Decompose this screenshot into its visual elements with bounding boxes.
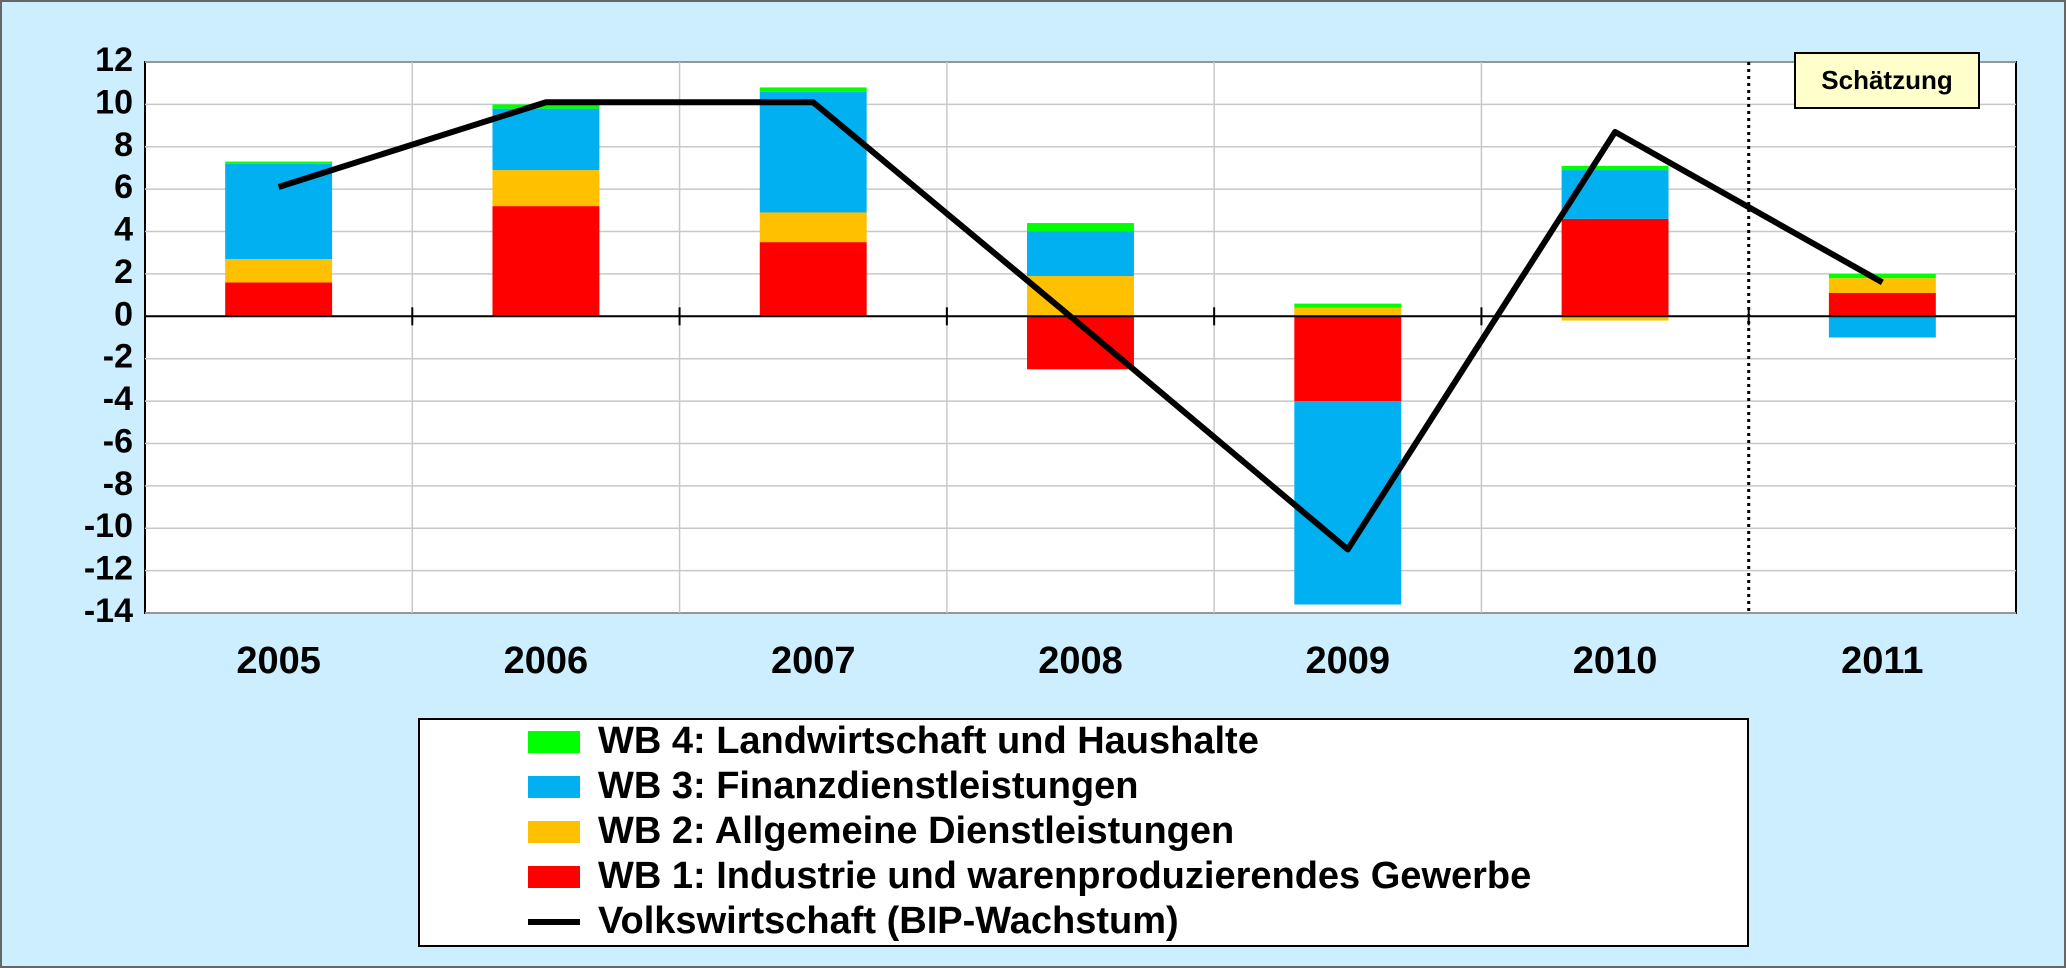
legend-label: WB 3: Finanzdienstleistungen bbox=[598, 765, 1138, 807]
bar-segment bbox=[492, 206, 600, 317]
bar-segment bbox=[225, 259, 333, 283]
bar-segment bbox=[225, 161, 333, 164]
x-tick-label: 2011 bbox=[1841, 640, 1923, 682]
y-tick-label: -8 bbox=[103, 465, 133, 503]
y-tick-label: -6 bbox=[103, 422, 133, 460]
x-tick-label: 2006 bbox=[504, 640, 589, 682]
legend-swatch bbox=[528, 731, 580, 753]
x-tick-label: 2010 bbox=[1573, 640, 1658, 682]
legend-label: Volkswirtschaft (BIP-Wachstum) bbox=[598, 900, 1179, 942]
y-tick-label: 6 bbox=[114, 168, 133, 206]
bar-segment bbox=[1027, 223, 1134, 232]
bar-segment bbox=[1828, 316, 1936, 338]
y-tick-label: 8 bbox=[114, 126, 133, 164]
bar-segment bbox=[492, 108, 600, 171]
legend-label: WB 4: Landwirtschaft und Haushalte bbox=[598, 720, 1259, 762]
bar-segment bbox=[225, 282, 333, 317]
x-tick-label: 2007 bbox=[771, 640, 856, 682]
bar-segment bbox=[492, 170, 600, 207]
legend-swatch bbox=[528, 821, 580, 843]
bar-segment bbox=[1561, 170, 1669, 219]
x-tick-label: 2009 bbox=[1306, 640, 1391, 682]
line-series bbox=[277, 99, 1884, 553]
bar-segment bbox=[1561, 316, 1669, 321]
x-tick-label: 2005 bbox=[236, 640, 321, 682]
bar-segment bbox=[1294, 316, 1402, 402]
bar-segment bbox=[1561, 218, 1669, 317]
y-tick-label: 4 bbox=[114, 211, 133, 249]
y-tick-label: -2 bbox=[103, 338, 133, 376]
bar-segment bbox=[1828, 273, 1936, 279]
bar-segment bbox=[1561, 165, 1669, 171]
bar-segment bbox=[759, 87, 867, 92]
bar-segment bbox=[1828, 292, 1936, 317]
legend bbox=[418, 718, 1749, 947]
bar-segment bbox=[1294, 307, 1402, 317]
bar-segment bbox=[759, 91, 867, 213]
bar-segment bbox=[225, 163, 333, 260]
legend-label: WB 1: Industrie und warenproduzierendes … bbox=[598, 855, 1531, 897]
y-tick-label: -12 bbox=[84, 550, 133, 588]
y-tick-label: -14 bbox=[84, 592, 133, 630]
y-tick-label: 12 bbox=[95, 41, 133, 79]
y-tick-label: -10 bbox=[84, 507, 133, 545]
x-tick-label: 2008 bbox=[1038, 640, 1123, 682]
bar-segment bbox=[492, 104, 600, 109]
bar-segment bbox=[1828, 278, 1936, 293]
y-tick-label: 10 bbox=[95, 83, 133, 121]
bar-segment bbox=[1294, 303, 1402, 308]
legend-swatch bbox=[528, 866, 580, 888]
bar-segment bbox=[759, 242, 867, 317]
y-tick-label: 0 bbox=[114, 295, 133, 333]
legend-swatch bbox=[528, 776, 580, 798]
annotation-box bbox=[1794, 52, 1980, 109]
y-tick-label: -4 bbox=[103, 380, 133, 418]
annotation: Schätzung bbox=[1821, 65, 1952, 95]
bar-segment bbox=[1294, 401, 1402, 605]
legend-label: WB 2: Allgemeine Dienstleistungen bbox=[598, 810, 1234, 852]
bar-segment bbox=[1027, 231, 1134, 277]
bar-segment bbox=[759, 212, 867, 243]
y-tick-label: 2 bbox=[114, 253, 133, 291]
